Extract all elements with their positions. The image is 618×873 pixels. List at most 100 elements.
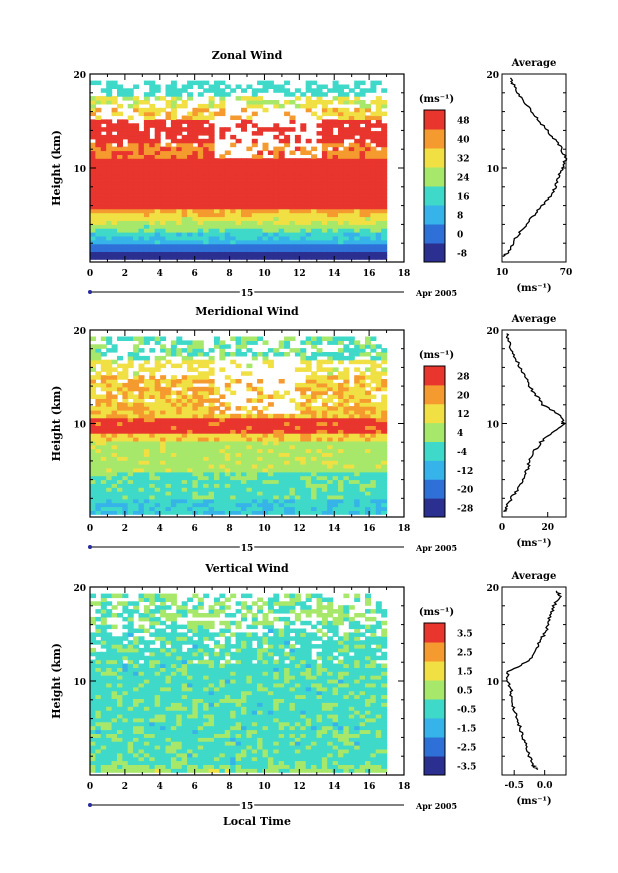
heatmap-cell: [133, 628, 140, 633]
heatmap-cell: [359, 197, 366, 202]
heatmap-cell: [203, 235, 210, 241]
heatmap-cell: [257, 100, 264, 105]
heatmap-cell: [343, 255, 350, 260]
heatmap-cell: [278, 200, 285, 206]
heatmap-cell: [246, 204, 253, 210]
heatmap-cell: [203, 371, 210, 376]
heatmap-cell: [338, 452, 344, 457]
heatmap-cell: [365, 498, 371, 504]
heatmap-cell: [100, 483, 107, 488]
heatmap-cell: [138, 142, 145, 148]
heatmap-cell: [111, 146, 118, 152]
heatmap-cell: [122, 371, 129, 376]
heatmap-cell: [90, 107, 96, 113]
heatmap-cell: [338, 228, 344, 233]
heatmap-cell: [294, 467, 301, 473]
heatmap-cell: [251, 471, 258, 477]
heatmap-cell: [100, 679, 107, 684]
heatmap-cell: [267, 162, 274, 167]
heatmap-cell: [332, 390, 339, 396]
heatmap-cell: [187, 84, 194, 89]
heatmap-cell: [138, 698, 145, 703]
heatmap-cell: [143, 100, 150, 105]
heatmap-cell: [354, 107, 361, 113]
heatmap-cell: [343, 146, 350, 152]
heatmap-cell: [143, 197, 150, 202]
heatmap-cell: [354, 247, 361, 252]
heatmap-cell: [154, 359, 161, 365]
heatmap-cell: [160, 433, 167, 438]
heatmap-cell: [187, 498, 194, 504]
heatmap-cell: [338, 433, 344, 438]
heatmap-cell: [187, 464, 194, 469]
heatmap-cell: [214, 243, 220, 249]
heatmap-cell: [100, 158, 107, 163]
heatmap-cell: [251, 131, 258, 136]
heatmap-cell: [381, 494, 388, 500]
heatmap-cell: [192, 146, 199, 152]
heatmap-cell: [294, 440, 301, 446]
heatmap-cell: [365, 150, 371, 155]
heatmap-cell: [192, 413, 199, 419]
heatmap-cell: [375, 483, 382, 488]
heatmap-cell: [122, 406, 129, 411]
heatmap-cell: [122, 647, 129, 653]
heatmap-cell: [262, 107, 269, 113]
heatmap-cell: [160, 355, 167, 361]
heatmap-cell: [338, 166, 344, 171]
heatmap-cell: [187, 355, 194, 361]
heatmap-cell: [365, 193, 371, 198]
heatmap-cell: [235, 239, 242, 245]
heatmap-cell: [143, 760, 150, 765]
heatmap-cell: [284, 162, 291, 167]
heatmap-cell: [165, 111, 172, 117]
heatmap-cell: [149, 200, 156, 206]
heatmap-cell: [127, 613, 134, 618]
heatmap-cell: [257, 491, 264, 496]
heatmap-cell: [138, 375, 145, 380]
heatmap-cell: [90, 671, 96, 676]
heatmap-cell: [224, 382, 231, 388]
heatmap-cell: [219, 344, 226, 349]
heatmap-cell: [375, 212, 382, 218]
heatmap-cell: [95, 398, 102, 403]
heatmap-cell: [365, 429, 371, 434]
heatmap-cell: [354, 440, 361, 446]
heatmap-cell: [365, 162, 371, 167]
heatmap-cell: [160, 671, 167, 676]
heatmap-cell: [160, 756, 167, 762]
heatmap-cell: [143, 593, 150, 599]
heatmap-cell: [327, 452, 334, 457]
heatmap-cell: [149, 725, 156, 731]
heatmap-cell: [273, 456, 280, 461]
heatmap-cell: [375, 96, 382, 101]
heatmap-cell: [289, 498, 296, 504]
heatmap-cell: [100, 737, 107, 742]
heatmap-cell: [122, 134, 129, 140]
heatmap-cell: [348, 243, 355, 249]
heatmap-cell: [106, 733, 113, 738]
x-axis: 0 2 4 6 8 10 12 14 16 18: [87, 330, 410, 534]
heatmap-cell: [348, 456, 355, 461]
heatmap-cell: [95, 498, 102, 504]
heatmap-cell: [143, 675, 150, 680]
heatmap-cell: [187, 460, 194, 465]
heatmap-cell: [381, 479, 388, 484]
heatmap-cell: [375, 406, 382, 411]
heatmap-cell: [181, 103, 188, 109]
heatmap-cell: [111, 444, 118, 450]
heatmap-cell: [338, 197, 344, 202]
heatmap-cell: [294, 212, 301, 218]
heatmap-cell: [381, 394, 388, 399]
heatmap-cell: [327, 355, 334, 361]
heatmap-cell: [100, 189, 107, 194]
heatmap-cell: [203, 352, 210, 357]
heatmap-cell: [257, 437, 264, 442]
heatmap-cell: [273, 185, 280, 190]
heatmap-cell: [117, 169, 123, 175]
heatmap-cell: [203, 204, 210, 210]
heatmap-cell: [289, 510, 296, 515]
heatmap-cell: [311, 433, 318, 438]
heatmap-cell: [170, 115, 177, 120]
heatmap-cell: [224, 375, 231, 380]
